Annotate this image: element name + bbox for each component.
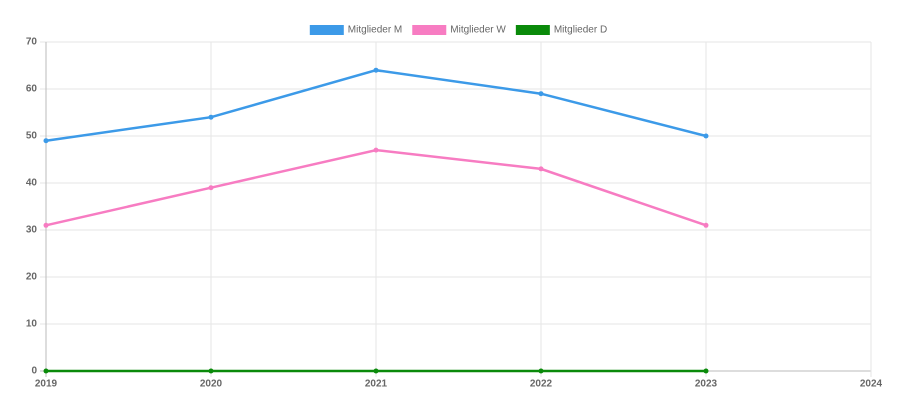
data-point [373, 67, 379, 73]
x-tick-label: 2022 [530, 379, 553, 390]
y-tick-label: 10 [26, 319, 38, 330]
data-point [538, 166, 544, 172]
data-point [703, 368, 709, 374]
legend-swatch [412, 25, 447, 35]
x-tick-label: 2024 [860, 379, 883, 390]
data-point [43, 138, 49, 144]
legend-label: Mitglieder D [554, 25, 607, 36]
data-point [208, 114, 214, 120]
data-point [538, 368, 544, 374]
y-tick-label: 40 [26, 178, 38, 189]
legend-label: Mitglieder W [450, 25, 506, 36]
y-tick-label: 60 [26, 84, 38, 95]
x-tick-label: 2021 [365, 379, 388, 390]
data-point [373, 368, 379, 374]
legend-swatch [515, 25, 550, 35]
data-point [43, 368, 49, 374]
data-point [373, 147, 379, 153]
data-point [703, 133, 709, 139]
y-tick-label: 50 [26, 131, 38, 142]
y-tick-label: 70 [26, 37, 38, 48]
data-point [208, 368, 214, 374]
data-point [43, 222, 49, 228]
y-tick-label: 20 [26, 272, 38, 283]
y-tick-label: 30 [26, 225, 38, 236]
x-tick-label: 2023 [695, 379, 718, 390]
legend-swatch [309, 25, 344, 35]
y-tick-label: 0 [31, 366, 37, 377]
legend-label: Mitglieder M [348, 25, 402, 36]
x-tick-label: 2019 [35, 379, 58, 390]
data-point [208, 185, 214, 191]
data-point [538, 91, 544, 97]
x-tick-label: 2020 [200, 379, 223, 390]
data-point [703, 222, 709, 228]
